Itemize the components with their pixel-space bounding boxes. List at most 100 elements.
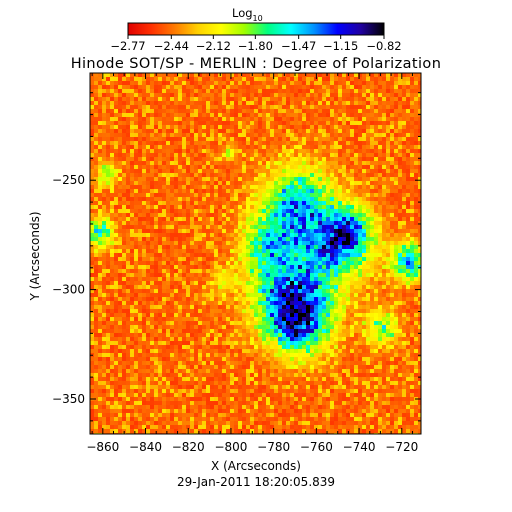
heatmap-cell	[302, 125, 307, 130]
heatmap-cell	[294, 201, 299, 206]
heatmap-cell	[270, 161, 275, 166]
heatmap-cell	[270, 245, 275, 250]
heatmap-cell	[146, 277, 151, 282]
heatmap-cell	[206, 253, 211, 258]
heatmap-cell	[114, 133, 119, 138]
heatmap-cell	[390, 213, 395, 218]
heatmap-cell	[330, 277, 335, 282]
heatmap-cell	[262, 89, 267, 94]
heatmap-cell	[418, 185, 421, 190]
heatmap-cell	[178, 109, 183, 114]
heatmap-cell	[190, 277, 195, 282]
heatmap-cell	[194, 277, 199, 282]
heatmap-cell	[242, 193, 247, 198]
heatmap-cell	[398, 173, 403, 178]
heatmap-cell	[290, 125, 295, 130]
heatmap-cell	[374, 221, 379, 226]
heatmap-cell	[282, 293, 287, 298]
heatmap-cell	[166, 129, 171, 134]
heatmap-cell	[218, 77, 223, 82]
heatmap-cell	[174, 149, 179, 154]
heatmap-cell	[206, 121, 211, 126]
heatmap-cell	[390, 257, 395, 262]
heatmap-cell	[274, 201, 279, 206]
heatmap-cell	[310, 77, 315, 82]
heatmap-cell	[402, 153, 407, 158]
heatmap-cell	[370, 269, 375, 274]
heatmap-cell	[386, 297, 391, 302]
heatmap-cell	[406, 97, 411, 102]
heatmap-cell	[138, 309, 143, 314]
heatmap-cell	[326, 225, 331, 230]
heatmap-cell	[102, 285, 107, 290]
heatmap-cell	[234, 221, 239, 226]
heatmap-cell	[314, 85, 319, 90]
heatmap-cell	[366, 129, 371, 134]
heatmap-cell	[258, 225, 263, 230]
heatmap-cell	[358, 197, 363, 202]
heatmap-cell	[218, 281, 223, 286]
heatmap-cell	[350, 253, 355, 258]
heatmap-cell	[194, 221, 199, 226]
heatmap-cell	[170, 209, 175, 214]
heatmap-cell	[294, 241, 299, 246]
heatmap-cell	[206, 193, 211, 198]
heatmap-cell	[406, 265, 411, 270]
heatmap-cell	[290, 249, 295, 254]
heatmap-cell	[150, 289, 155, 294]
heatmap-cell	[158, 209, 163, 214]
heatmap-cell	[126, 245, 131, 250]
heatmap-cell	[150, 217, 155, 222]
heatmap-cell	[394, 205, 399, 210]
heatmap-cell	[226, 301, 231, 306]
heatmap-cell	[262, 213, 267, 218]
heatmap-cell	[354, 169, 359, 174]
heatmap-cell	[222, 141, 227, 146]
heatmap-cell	[346, 89, 351, 94]
heatmap-cell	[134, 277, 139, 282]
heatmap-cell	[402, 197, 407, 202]
heatmap-cell	[418, 293, 421, 298]
heatmap-cell	[190, 261, 195, 266]
heatmap-cell	[114, 157, 119, 162]
heatmap-cell	[250, 125, 255, 130]
heatmap-cell	[138, 253, 143, 258]
heatmap-cell	[206, 117, 211, 122]
heatmap-cell	[158, 237, 163, 242]
heatmap-cell	[378, 261, 383, 266]
heatmap-cell	[242, 233, 247, 238]
heatmap-cell	[222, 289, 227, 294]
heatmap-cell	[342, 217, 347, 222]
heatmap-cell	[294, 181, 299, 186]
heatmap-cell	[290, 197, 295, 202]
heatmap-cell	[190, 257, 195, 262]
heatmap-cell	[290, 265, 295, 270]
heatmap-cell	[114, 77, 119, 82]
heatmap-cell	[262, 181, 267, 186]
heatmap-cell	[166, 289, 171, 294]
heatmap-cell	[254, 113, 259, 118]
heatmap-cell	[274, 145, 279, 150]
heatmap-cell	[258, 241, 263, 246]
heatmap-cell	[190, 309, 195, 314]
heatmap-cell	[394, 265, 399, 270]
heatmap-cell	[302, 85, 307, 90]
heatmap-cell	[102, 301, 107, 306]
heatmap-cell	[302, 225, 307, 230]
heatmap-cell	[174, 297, 179, 302]
heatmap-cell	[358, 205, 363, 210]
heatmap-cell	[326, 217, 331, 222]
heatmap-cell	[358, 245, 363, 250]
heatmap-cell	[142, 137, 147, 142]
heatmap-cell	[234, 117, 239, 122]
heatmap-cell	[162, 137, 167, 142]
heatmap-cell	[186, 181, 191, 186]
heatmap-cell	[202, 189, 207, 194]
heatmap-cell	[278, 161, 283, 166]
heatmap-cell	[410, 201, 415, 206]
heatmap-cell	[302, 181, 307, 186]
colorbar-label: Log10	[232, 6, 263, 23]
heatmap-cell	[290, 169, 295, 174]
heatmap-cell	[226, 181, 231, 186]
heatmap-cell	[262, 109, 267, 114]
